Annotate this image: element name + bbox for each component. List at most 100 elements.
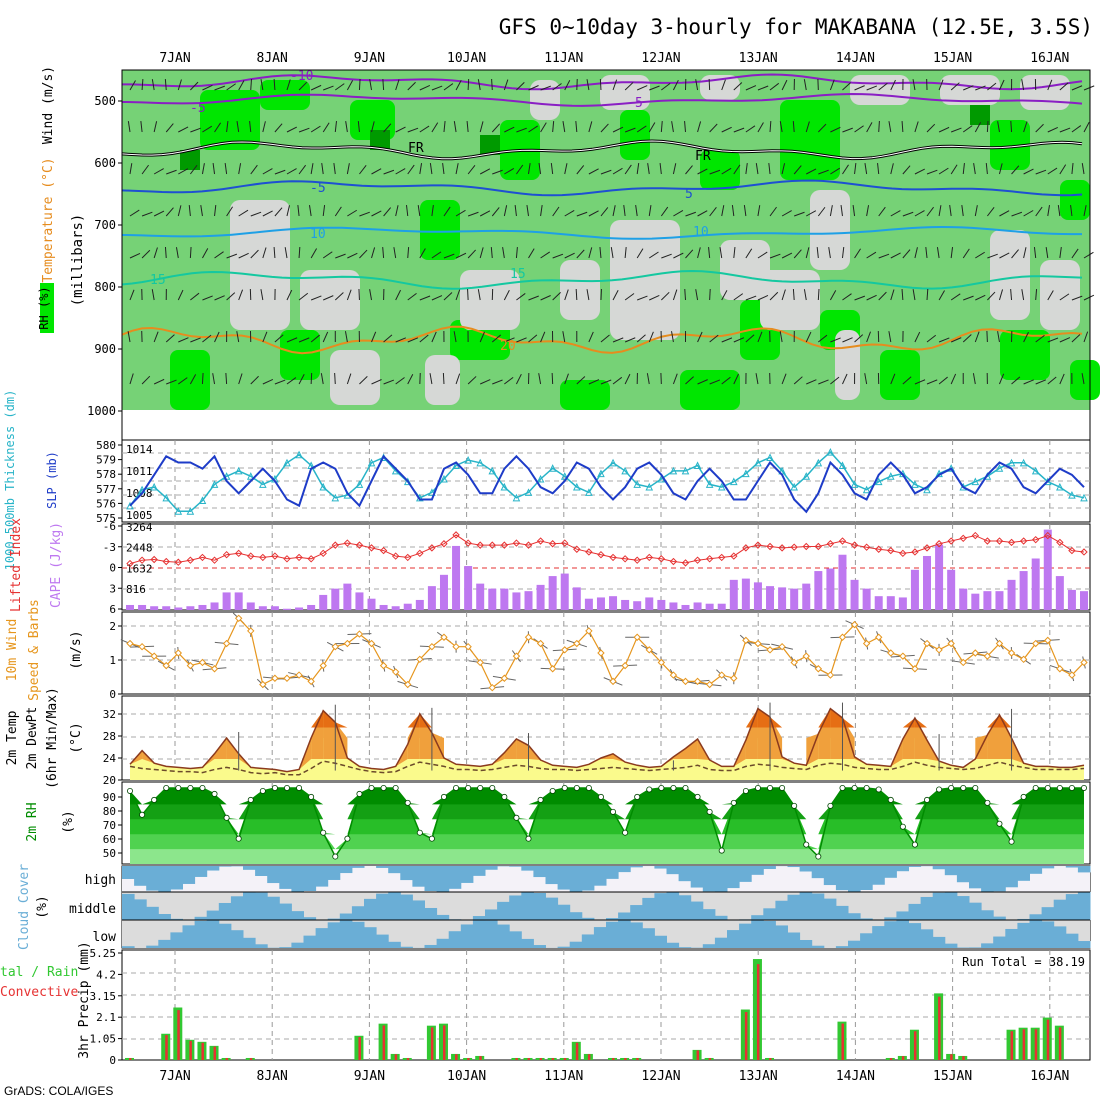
wind-barb [987, 291, 996, 301]
cloud-fraction [303, 917, 317, 920]
cloud-fraction [835, 905, 849, 920]
contour-label: 5 [685, 187, 693, 202]
cloud-fraction [799, 892, 813, 920]
lifted-index-point [766, 542, 774, 551]
wind-barb [262, 247, 267, 259]
wind-barb [852, 205, 856, 217]
cloud-fraction [981, 866, 994, 892]
wind-barb [479, 210, 491, 217]
wind-barb [562, 121, 566, 133]
y2-tick-label: 2448 [126, 542, 153, 555]
y-tick-label: 576 [96, 497, 116, 510]
contour-label: 10 [693, 225, 709, 240]
wind-barb [624, 164, 632, 175]
rh-point [851, 784, 858, 791]
wind-barb [395, 205, 399, 217]
cloud-fraction [569, 866, 583, 892]
wind-barb [972, 373, 976, 385]
thickness-point [452, 461, 460, 470]
rh-point [863, 784, 870, 791]
cloud-fraction [146, 945, 159, 948]
lifted-index-point [283, 555, 291, 563]
cloud-fraction [388, 866, 401, 874]
wind-barb [745, 248, 753, 259]
wind-barb [830, 376, 840, 385]
wind-barb [600, 334, 610, 343]
rh-moist-patch [420, 200, 460, 260]
thickness-point [295, 450, 303, 459]
rh-point [501, 793, 508, 800]
wind-speed-point [766, 646, 774, 654]
rh-point [151, 796, 158, 803]
lifted-index-point [633, 556, 641, 564]
wind-barb [359, 211, 370, 217]
wind-barb [178, 126, 189, 133]
wind-barb [492, 169, 503, 175]
wind-barb [226, 206, 234, 217]
wind-barb [816, 247, 819, 259]
cloud-fraction [327, 866, 341, 880]
wind-speed-point [488, 683, 496, 692]
wind-speed-point [379, 661, 388, 670]
cloud-fraction [533, 945, 546, 948]
cloud-fraction [666, 892, 680, 920]
wind-barb [443, 292, 453, 301]
panel-frame [121, 611, 1091, 695]
precip-convective-bar [938, 996, 941, 1060]
rh-legend-swatch [40, 283, 54, 333]
rh-point [1056, 784, 1063, 791]
cloud-fraction [400, 866, 413, 881]
wind-barb [624, 373, 631, 385]
thickness-point [476, 458, 485, 467]
contour-label: 15 [510, 267, 526, 282]
wind-barb [998, 289, 1004, 301]
wind-barb [974, 331, 980, 343]
wind-barb [671, 121, 674, 133]
wind-barb [588, 210, 599, 217]
temperature-side-label: Temperature (°C) [41, 157, 56, 282]
y-tick-label: 0 [109, 1054, 116, 1067]
cloud-fraction [932, 892, 946, 920]
slp-line [129, 454, 1085, 514]
wind-barb [685, 211, 697, 217]
wind-barb [636, 85, 648, 91]
wind-barb [188, 205, 191, 217]
thickness-point [548, 464, 557, 472]
wind-barb [164, 78, 167, 91]
cloud-fraction [122, 893, 135, 920]
wind-barb [792, 120, 795, 133]
wind-barb [842, 164, 849, 175]
wind-barb [550, 163, 554, 175]
lifted-index-point [379, 546, 388, 555]
date-label-top: 13JAN [739, 51, 778, 66]
wind-barb [588, 121, 593, 133]
wind-barb [938, 79, 944, 91]
wind-barb [214, 85, 225, 91]
wind-speed-point [343, 639, 352, 648]
y2-tick-label: 1632 [126, 562, 153, 575]
cloud-fraction [206, 910, 220, 920]
temp2m-unit: (°C) [69, 722, 84, 753]
rh-dry-patch [720, 240, 770, 300]
rh-point [658, 784, 665, 791]
rh-point [392, 784, 399, 791]
wind-speed-point [355, 630, 364, 638]
wind-barb [842, 293, 852, 301]
cloud-fraction [122, 946, 135, 948]
temp-area-orange [685, 739, 698, 759]
temp-area-dark-orange [914, 718, 927, 728]
wind-speed-point [271, 674, 279, 682]
wind-barb [383, 207, 392, 217]
wind-barb [346, 80, 354, 91]
rh-point [730, 799, 737, 806]
wind-barb [806, 168, 817, 175]
rh-point [561, 784, 568, 791]
wind-barb [455, 289, 461, 301]
wind-barb [528, 295, 539, 301]
cape-bar [391, 606, 400, 610]
wind-barb [829, 290, 837, 301]
cloud-fraction [787, 894, 801, 920]
wind-speed-point [705, 680, 714, 689]
rh-point [283, 784, 290, 791]
wind-barb [129, 209, 140, 217]
